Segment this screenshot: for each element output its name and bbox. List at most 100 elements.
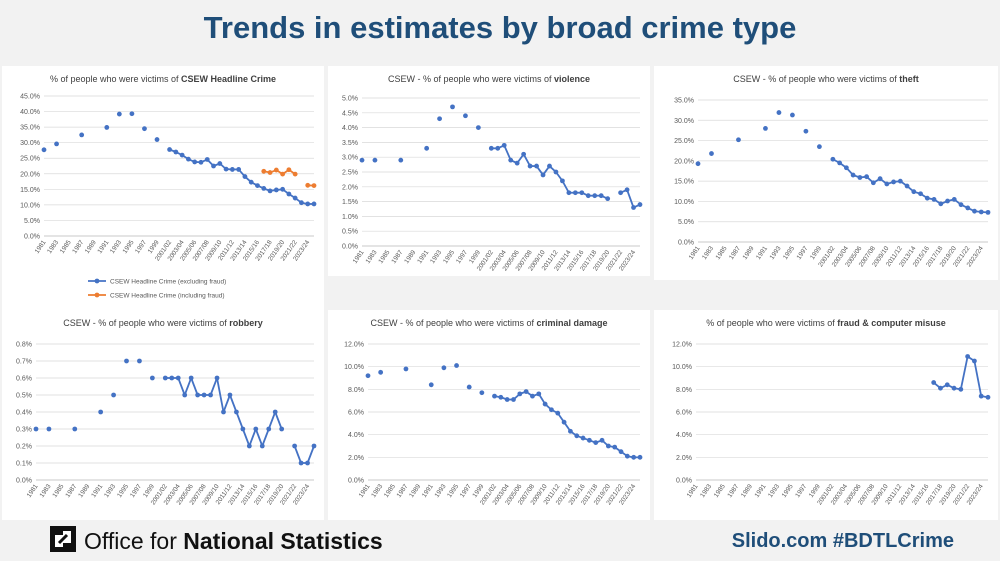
data-point [311, 183, 317, 188]
chart-title-bold: theft [899, 74, 919, 84]
x-tick-label: 1985 [715, 245, 729, 261]
data-point [574, 433, 580, 439]
data-point [612, 444, 618, 450]
data-point [255, 183, 260, 188]
x-tick-label: 1981 [688, 245, 702, 261]
x-tick-label: 1991 [755, 245, 769, 261]
y-tick-label: 0.7% [16, 359, 32, 366]
data-point [736, 137, 741, 143]
data-point [618, 190, 624, 196]
y-tick-label: 30.0% [20, 140, 40, 147]
data-point [98, 409, 104, 415]
chart-panel-robbery: CSEW - % of people who were victims of r… [2, 310, 324, 520]
series-segment [183, 377, 193, 396]
x-tick-label: 1987 [390, 249, 404, 265]
chart-title-prefix: CSEW - % of people who were victims of [370, 318, 536, 328]
data-point [272, 409, 278, 415]
data-point [365, 373, 371, 379]
x-tick-label: 1993 [767, 483, 781, 499]
y-tick-label: 0.0% [676, 478, 692, 485]
data-point [561, 419, 567, 425]
data-point [566, 190, 572, 196]
y-tick-label: 0.5% [342, 229, 358, 236]
chart-title-prefix: CSEW - % of people who were victims of [388, 74, 554, 84]
chart-title-bold: robbery [229, 318, 263, 328]
data-point [972, 208, 977, 214]
series-segment [216, 377, 225, 413]
data-point [116, 111, 122, 117]
x-tick-label: 1983 [365, 249, 379, 265]
y-tick-label: 4.5% [342, 110, 358, 117]
x-tick-label: 1981 [686, 483, 700, 499]
data-point [33, 426, 39, 432]
ons-wordmark: Office for National Statistics [84, 528, 383, 555]
x-tick-label: 1989 [84, 239, 98, 255]
chart-title-bold: violence [554, 74, 590, 84]
data-point [598, 193, 604, 199]
data-point [637, 202, 643, 207]
chart-panel-criminal-damage: CSEW - % of people who were victims of c… [328, 310, 650, 520]
data-point [466, 384, 472, 390]
data-point [154, 137, 160, 142]
data-point [631, 205, 636, 210]
y-tick-label: 0.4% [16, 410, 32, 417]
chart-robbery: CSEW - % of people who were victims of r… [16, 318, 317, 506]
data-point [261, 168, 267, 174]
y-tick-label: 0.0% [678, 240, 694, 247]
data-point [372, 157, 378, 163]
y-tick-label: 12.0% [344, 342, 364, 349]
data-point [492, 393, 497, 399]
data-point [599, 437, 605, 443]
legend-marker [94, 292, 100, 298]
chart-title-bold: fraud & computer misuse [837, 318, 946, 328]
data-point [198, 159, 204, 165]
data-point [536, 391, 542, 397]
x-tick-label: 1987 [71, 239, 85, 255]
data-point [945, 198, 950, 204]
chart-panel-fraud: % of people who were victims of fraud & … [654, 310, 998, 520]
data-point [951, 197, 957, 202]
y-tick-label: 10.0% [674, 199, 694, 206]
x-tick-label: 1981 [352, 249, 366, 265]
data-point [188, 375, 194, 381]
y-tick-label: 0.6% [16, 376, 32, 383]
y-tick-label: 15.0% [20, 187, 40, 194]
x-tick-label: 1985 [377, 249, 391, 265]
data-point [776, 110, 782, 115]
chart-criminal-damage: CSEW - % of people who were victims of c… [344, 318, 643, 506]
y-tick-label: 10.0% [344, 364, 364, 371]
data-point [167, 147, 172, 152]
y-tick-label: 8.0% [676, 387, 692, 394]
series-segment [293, 445, 302, 464]
data-point [938, 385, 943, 391]
data-point [305, 460, 310, 466]
data-point [816, 144, 822, 150]
chart-panel-violence: CSEW - % of people who were victims of v… [328, 66, 650, 276]
y-tick-label: 45.0% [20, 94, 40, 101]
series-segment [306, 445, 315, 464]
x-tick-label: 1995 [122, 239, 136, 255]
data-point [605, 196, 611, 202]
x-tick-label: 1993 [434, 483, 448, 499]
chart-title-prefix: % of people who were victims of [50, 74, 181, 84]
data-point [424, 145, 430, 151]
data-point [273, 167, 279, 173]
data-point [864, 174, 870, 180]
data-point [305, 201, 311, 207]
data-point [891, 179, 896, 185]
data-point [248, 179, 254, 185]
y-tick-label: 20.0% [20, 171, 40, 178]
data-point [204, 157, 210, 162]
data-point [475, 125, 481, 130]
y-tick-label: 0.3% [16, 427, 32, 434]
series-segment [254, 428, 264, 447]
series-segment [274, 411, 283, 430]
data-point [441, 365, 447, 371]
chart-title-bold: criminal damage [537, 318, 608, 328]
data-point [403, 366, 409, 372]
data-point [709, 151, 714, 156]
y-tick-label: 0.0% [16, 478, 32, 485]
data-point [593, 440, 599, 445]
legend-label: CSEW Headline Crime (including fraud) [110, 293, 225, 300]
y-tick-label: 3.0% [342, 155, 358, 162]
